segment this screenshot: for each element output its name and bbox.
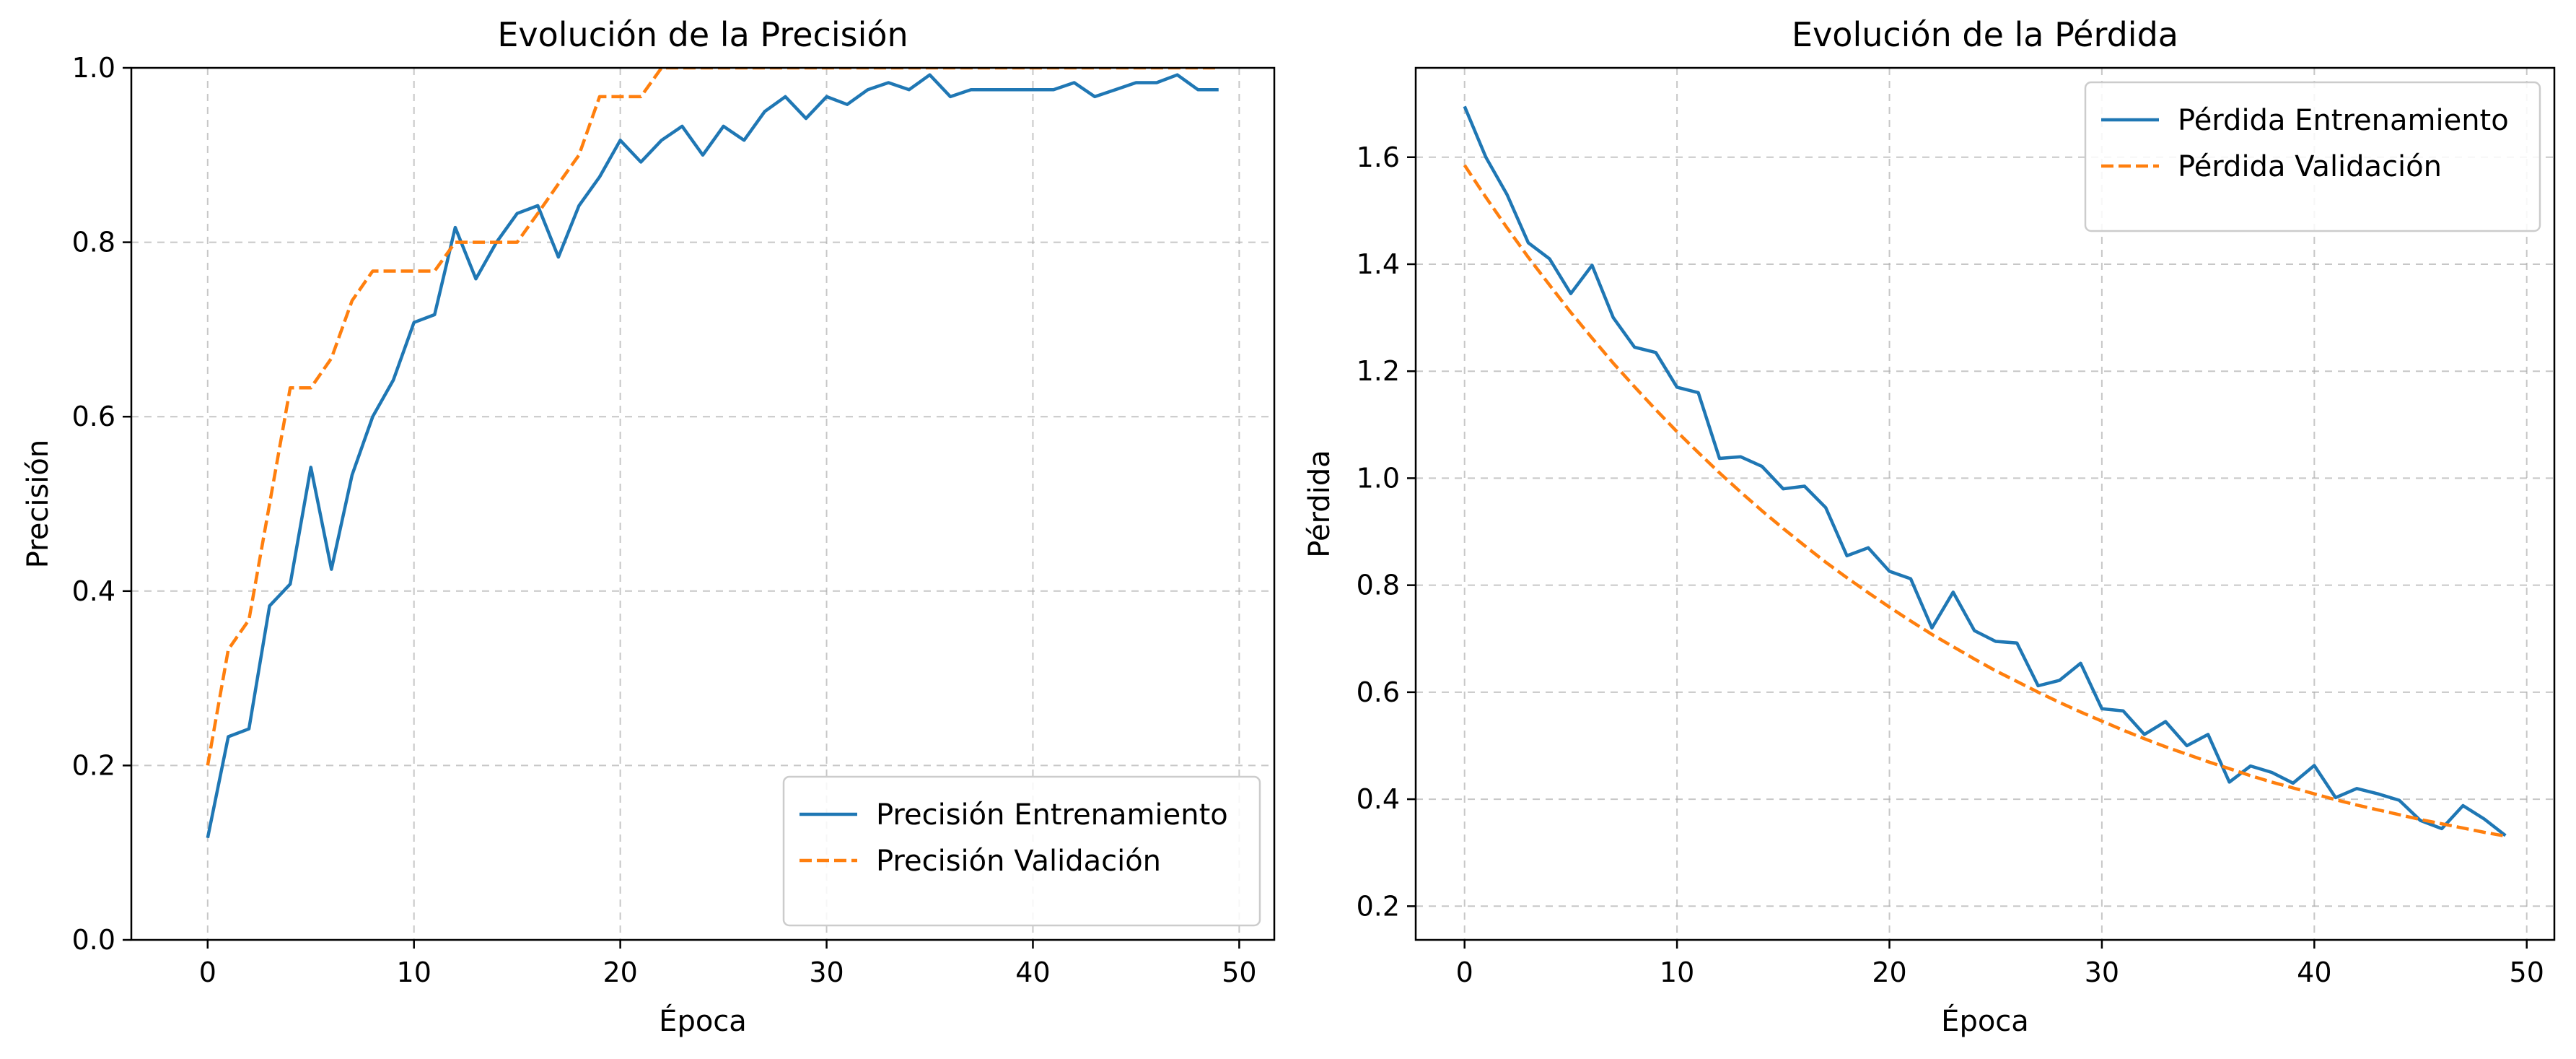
- chart-title: Evolución de la Pérdida: [1792, 15, 2178, 54]
- y-tick-label: 0.4: [72, 575, 115, 607]
- y-tick-label: 0.8: [1357, 570, 1400, 601]
- y-axis-label: Precisión: [22, 440, 55, 568]
- legend-label: Precisión Validación: [876, 845, 1161, 878]
- x-tick-label: 50: [2510, 956, 2544, 988]
- y-tick-label: 0.4: [1357, 783, 1400, 815]
- y-tick-label: 0.8: [72, 227, 115, 258]
- series-line-validation: [206, 68, 1219, 766]
- legend-label: Precisión Entrenamiento: [876, 798, 1228, 832]
- x-tick-label: 0: [199, 956, 216, 988]
- x-tick-label: 10: [1660, 956, 1694, 988]
- y-tick-label: 0.6: [72, 401, 115, 432]
- y-tick-label: 1.0: [1357, 462, 1400, 494]
- x-tick-label: 40: [1015, 956, 1050, 988]
- legend: Precisión Entrenamiento Precisión Validac…: [782, 775, 1261, 927]
- legend-box: [782, 775, 1261, 927]
- y-tick-label: 1.6: [1357, 141, 1400, 173]
- x-tick-label: 30: [2085, 956, 2119, 988]
- x-tick-label: 30: [809, 956, 844, 988]
- chart-2: 0 10 20 30 40 50 0.2 0.4 0.6 0.8 1.0 1.2 1.4 1.6 Evolu…: [1303, 15, 2556, 1038]
- legend-box: [2084, 81, 2541, 232]
- series-line-training: [206, 73, 1219, 839]
- x-tick-label: 40: [2297, 956, 2331, 988]
- legend-label: Pérdida Validación: [2178, 150, 2442, 183]
- y-tick-label: 0.2: [72, 749, 115, 781]
- x-axis-label: Época: [1941, 1003, 2029, 1038]
- x-axis-label: Época: [659, 1003, 747, 1038]
- y-tick-label: 1.2: [1357, 355, 1400, 387]
- series-line-training: [1463, 105, 2507, 837]
- series-line-validation: [1463, 164, 2506, 838]
- x-tick-label: 10: [397, 956, 431, 988]
- y-tick-label: 0.0: [72, 924, 115, 956]
- y-tick-label: 1.4: [1357, 248, 1400, 280]
- plot-frame: [130, 66, 1276, 941]
- legend-label: Pérdida Entrenamiento: [2178, 104, 2509, 137]
- y-tick-label: 1.0: [72, 52, 115, 84]
- x-tick-label: 50: [1222, 956, 1256, 988]
- x-tick-label: 20: [1872, 956, 1906, 988]
- x-tick-label: 0: [1456, 956, 1473, 988]
- y-tick-label: 0.2: [1357, 890, 1400, 922]
- x-tick-label: 20: [603, 956, 637, 988]
- y-tick-label: 0.6: [1357, 676, 1400, 708]
- y-axis-label: Pérdida: [1303, 450, 1336, 557]
- chart-title: Evolución de la Precisión: [497, 15, 908, 54]
- plot-frame: [1414, 66, 2556, 941]
- legend: Pérdida Entrenamiento Pérdida Validación: [2084, 81, 2541, 232]
- chart-1: 0 10 20 30 40 50 0.0 0.2 0.4 0.6 0.8 1.0 Evolución d…: [22, 15, 1276, 1038]
